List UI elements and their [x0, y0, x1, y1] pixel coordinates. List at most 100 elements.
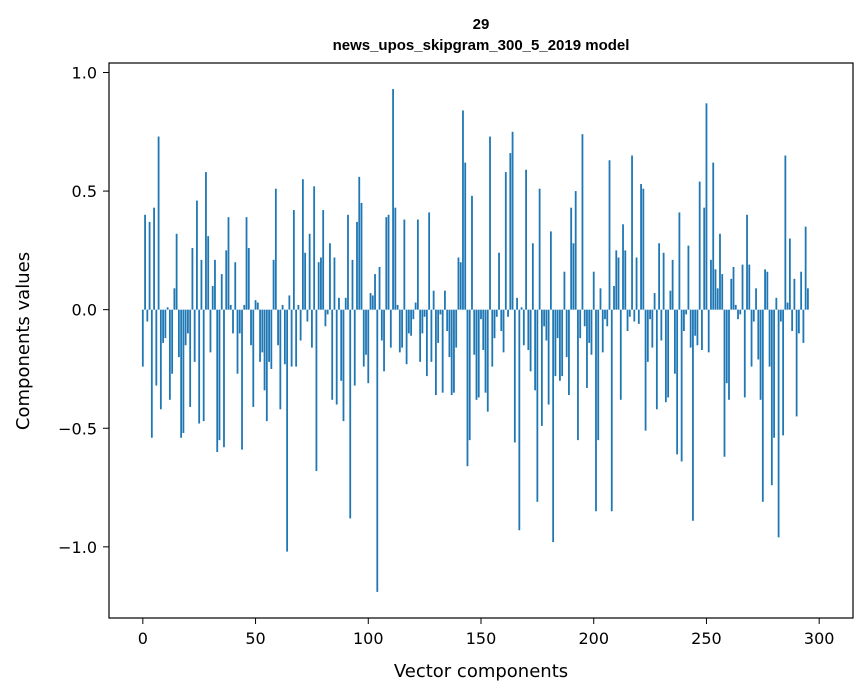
- bar-19: [184, 309, 187, 346]
- bar-223: [644, 309, 647, 431]
- bar-112: [394, 207, 397, 310]
- bar-115: [401, 309, 403, 348]
- bar-28: [205, 172, 207, 310]
- bar-54: [263, 309, 266, 391]
- bar-258: [723, 309, 726, 457]
- bar-93: [351, 259, 354, 310]
- bar-272: [755, 288, 757, 310]
- bar-68: [295, 309, 298, 367]
- bar-165: [513, 309, 516, 443]
- bar-158: [498, 252, 500, 310]
- bar-261: [730, 278, 733, 310]
- bar-90: [344, 297, 347, 310]
- bar-145: [468, 309, 471, 441]
- bar-207: [608, 160, 611, 310]
- bar-234: [669, 290, 672, 310]
- bar-177: [540, 309, 543, 426]
- bar-79: [320, 257, 322, 310]
- bar-285: [784, 155, 787, 310]
- bar-0: [141, 309, 144, 367]
- bar-239: [680, 309, 683, 462]
- bar-197: [586, 309, 588, 388]
- bar-17: [180, 309, 183, 438]
- bar-248: [701, 309, 703, 350]
- bar-129: [432, 290, 435, 310]
- bar-141: [459, 262, 462, 310]
- bar-269: [748, 264, 751, 310]
- bar-168: [520, 307, 523, 310]
- bar-284: [782, 309, 785, 436]
- bar-160: [502, 309, 505, 353]
- bar-250: [705, 103, 708, 310]
- bar-138: [453, 309, 455, 393]
- bar-64: [286, 309, 289, 552]
- chart-title-line-1: 29: [473, 16, 490, 33]
- bar-202: [597, 309, 600, 441]
- bar-254: [714, 269, 717, 310]
- bar-105: [378, 266, 381, 310]
- x-tick-label: 300: [804, 629, 835, 648]
- bar-131: [437, 309, 440, 343]
- bar-127: [428, 212, 431, 310]
- bar-189: [568, 309, 570, 396]
- bar-118: [407, 309, 410, 334]
- bar-96: [358, 176, 361, 310]
- bar-213: [622, 224, 624, 310]
- bar-169: [522, 309, 525, 346]
- bar-200: [592, 271, 595, 310]
- bar-247: [698, 181, 701, 310]
- bar-270: [750, 309, 753, 367]
- bar-94: [353, 309, 356, 386]
- bar-29: [207, 236, 210, 310]
- bar-152: [484, 309, 487, 393]
- bar-176: [538, 188, 541, 310]
- bar-277: [766, 271, 769, 310]
- bar-295: [807, 288, 809, 310]
- bar-154: [489, 136, 491, 310]
- bar-164: [511, 131, 514, 310]
- bar-55: [265, 309, 268, 422]
- bar-119: [410, 309, 413, 336]
- bar-70: [299, 309, 302, 341]
- bar-113: [396, 304, 399, 310]
- bar-45: [243, 304, 246, 310]
- bar-199: [590, 309, 593, 355]
- bar-289: [793, 278, 796, 310]
- bar-39: [229, 304, 232, 310]
- bar-155: [491, 309, 494, 367]
- bar-81: [324, 309, 327, 327]
- bar-97: [360, 202, 363, 310]
- bar-35: [220, 274, 223, 310]
- bar-174: [534, 309, 537, 391]
- bar-107: [383, 309, 385, 372]
- bar-257: [721, 274, 724, 310]
- bar-124: [421, 309, 424, 334]
- bar-232: [664, 309, 667, 403]
- bar-59: [274, 188, 277, 310]
- bar-116: [403, 219, 406, 310]
- bar-136: [448, 309, 451, 358]
- bar-163: [509, 153, 512, 310]
- bar-102: [371, 295, 374, 310]
- bar-65: [288, 295, 291, 310]
- bar-259: [725, 309, 728, 384]
- bar-86: [335, 309, 338, 405]
- bar-212: [619, 309, 622, 400]
- bar-256: [719, 233, 721, 310]
- bar-242: [687, 245, 690, 310]
- bar-108: [385, 217, 388, 310]
- bar-1: [144, 214, 146, 310]
- bar-56: [268, 309, 270, 362]
- bar-92: [349, 309, 352, 519]
- bar-276: [764, 269, 766, 310]
- bar-246: [696, 309, 699, 346]
- bar-71: [301, 179, 304, 310]
- bar-123: [419, 309, 422, 362]
- bar-225: [649, 309, 651, 320]
- bar-47: [247, 248, 250, 310]
- bar-3: [148, 221, 151, 310]
- bar-6: [155, 309, 158, 386]
- bar-139: [455, 309, 458, 348]
- bar-180: [547, 309, 550, 405]
- bar-267: [743, 309, 746, 398]
